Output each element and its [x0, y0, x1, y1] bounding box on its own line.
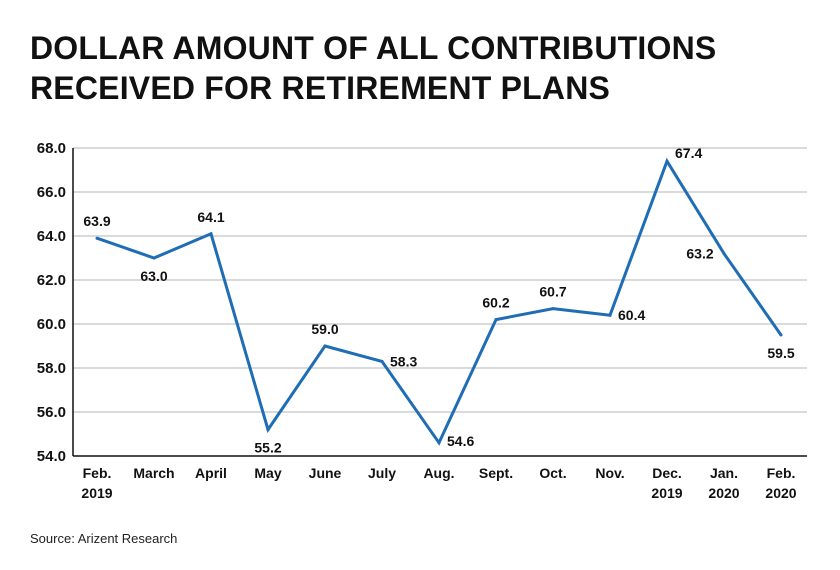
axes [72, 148, 807, 457]
data-point [551, 307, 555, 311]
data-label: 55.2 [254, 440, 281, 456]
y-tick-label: 66.0 [37, 184, 66, 201]
x-category-label: Aug. [423, 465, 454, 481]
x-category-label: 2020 [765, 485, 796, 501]
y-tick-label: 58.0 [37, 360, 66, 377]
data-points [95, 159, 783, 445]
data-label: 63.2 [686, 246, 713, 262]
gridlines [73, 147, 807, 413]
data-label: 67.4 [675, 145, 702, 161]
data-label: 59.5 [767, 345, 794, 361]
y-tick-label: 54.0 [37, 448, 66, 465]
x-category-label: June [309, 465, 342, 481]
x-category-label: 2019 [81, 485, 112, 501]
data-label: 64.1 [197, 209, 224, 225]
data-label: 54.6 [447, 433, 474, 449]
x-category-label: Feb. [83, 465, 112, 481]
source-note: Source: Arizent Research [30, 531, 178, 546]
data-label: 60.2 [482, 295, 509, 311]
data-point [608, 313, 612, 317]
x-category-label: Nov. [595, 465, 624, 481]
x-category-label: May [254, 465, 281, 481]
x-category-label: Jan. [710, 465, 738, 481]
data-point [266, 428, 270, 432]
x-category-label: July [368, 465, 396, 481]
chart-title-line-1: DOLLAR AMOUNT OF ALL CONTRIBUTIONS [30, 30, 717, 66]
data-point [95, 236, 99, 240]
y-tick-label: 64.0 [37, 228, 66, 245]
x-category-label: April [195, 465, 227, 481]
series-line [96, 157, 783, 446]
x-category-label: 2020 [708, 485, 739, 501]
data-label: 63.9 [83, 213, 110, 229]
chart-title-line-2: RECEIVED FOR RETIREMENT PLANS [30, 70, 611, 106]
x-category-label: March [133, 465, 174, 481]
data-point [494, 318, 498, 322]
data-label: 59.0 [311, 321, 338, 337]
x-category-label: Oct. [539, 465, 566, 481]
y-tick-label: 60.0 [37, 316, 66, 333]
y-tick-label: 62.0 [37, 272, 66, 289]
x-category-label: 2019 [651, 485, 682, 501]
y-tick-label: 68.0 [37, 140, 66, 157]
series-line-group [96, 157, 783, 446]
x-axis-category-labels: Feb. 2019 March April May June July Aug. Sept. Oc… [81, 465, 796, 501]
chart-title: DOLLAR AMOUNT OF ALL CONTRIBUTIONS RECEI… [30, 28, 716, 108]
y-tick-label: 56.0 [37, 404, 66, 421]
data-label: 60.7 [539, 284, 566, 300]
data-point [665, 159, 669, 163]
x-category-label: Sept. [479, 465, 513, 481]
y-axis-tick-labels: 54.0 56.0 58.0 60.0 62.0 64.0 66.0 68.0 [37, 140, 66, 465]
data-point [323, 344, 327, 348]
data-labels: 63.9 63.0 64.1 55.2 59.0 58.3 54.6 60.2 60.7 60.4… [83, 145, 794, 455]
data-label: 60.4 [618, 307, 645, 323]
line-chart: 54.0 56.0 58.0 60.0 62.0 64.0 66.0 68.0 Feb. 201… [37, 140, 807, 501]
data-point [722, 252, 726, 256]
data-point [437, 441, 441, 445]
data-point [380, 359, 384, 363]
data-point [779, 333, 783, 337]
x-category-label: Dec. [652, 465, 682, 481]
data-point [209, 232, 213, 236]
x-category-label: Feb. [767, 465, 796, 481]
data-label: 63.0 [140, 268, 167, 284]
data-label: 58.3 [390, 353, 417, 369]
data-point [152, 256, 156, 260]
